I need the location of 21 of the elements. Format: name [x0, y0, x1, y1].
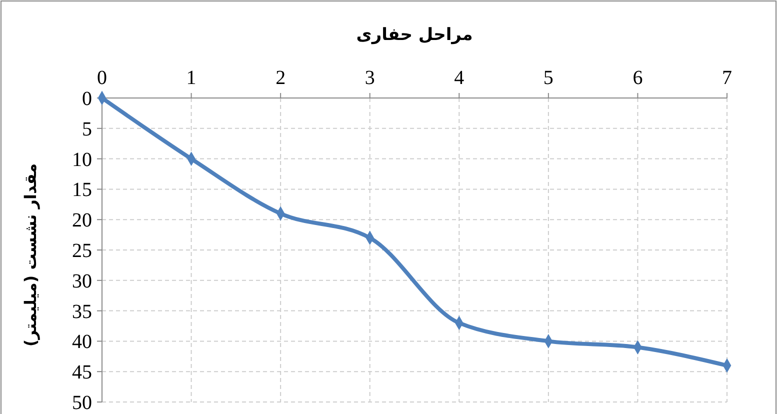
- y-tick-label: 5: [82, 118, 92, 140]
- y-tick-label: 20: [72, 210, 92, 232]
- x-tick-label: 4: [454, 67, 464, 89]
- y-axis-title: مقدار نشست (میلیمتر): [21, 163, 40, 347]
- y-tick-label: 0: [82, 88, 92, 110]
- x-tick-label: 3: [364, 67, 375, 89]
- x-tick-label: 7: [722, 67, 732, 89]
- x-tick-label: 6: [632, 67, 643, 89]
- y-tick-label: 15: [72, 179, 92, 202]
- y-tick-label: 45: [72, 362, 92, 384]
- y-tick-label: 25: [72, 240, 92, 262]
- y-tick-label: 10: [72, 148, 92, 171]
- x-axis-title: مراحل حفاری: [356, 25, 473, 45]
- y-tick-label: 35: [72, 300, 92, 323]
- x-tick-label: 1: [186, 67, 196, 89]
- x-tick-label: 0: [97, 67, 107, 89]
- x-tick-label: 5: [543, 67, 554, 89]
- y-tick-label: 30: [72, 270, 92, 292]
- y-tick-label: 50: [72, 392, 92, 414]
- y-tick-label: 40: [72, 331, 92, 354]
- x-tick-label: 2: [276, 67, 286, 89]
